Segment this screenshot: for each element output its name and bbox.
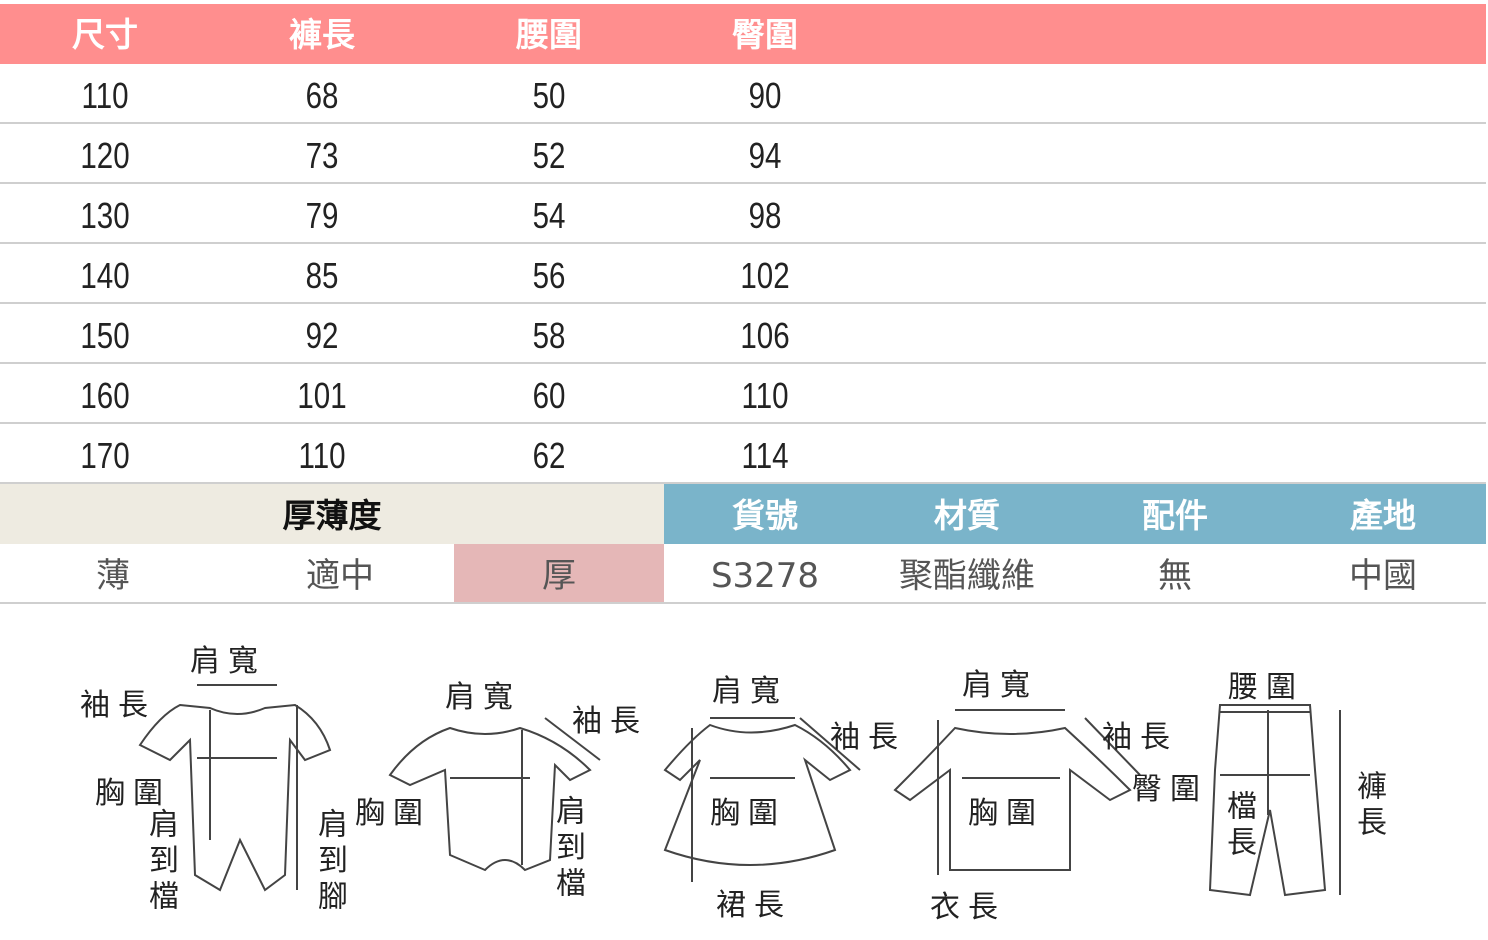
- info-row: 薄 適中 厚 S3278 聚酯纖維 無 中國: [0, 544, 1486, 604]
- size-table-cell: 90: [748, 75, 782, 116]
- header-origin: 產地: [1350, 496, 1416, 535]
- garment-diagram: [138, 684, 1341, 897]
- size-table-row: 170 110 62 114: [0, 424, 1486, 484]
- pants-hip-label: 臀圍: [1132, 772, 1208, 807]
- bodysuit-outline: [388, 717, 601, 872]
- size-table-cell: 68: [305, 75, 339, 116]
- top-sleeve-label: 袖長: [1102, 720, 1178, 755]
- accessories-value: 無: [1158, 556, 1192, 596]
- size-table-cell: 58: [532, 315, 566, 356]
- size-table-cell: 50: [532, 75, 566, 116]
- size-table-cell: 140: [80, 255, 130, 296]
- size-table-row: 140 85 56 102: [0, 244, 1486, 304]
- item-number-value: S3278: [710, 556, 820, 596]
- thickness-header: 厚薄度: [0, 484, 664, 544]
- size-table-cell: 94: [748, 135, 782, 176]
- size-table-cell: 110: [741, 375, 789, 416]
- product-info-header: 貨號 材質 配件 產地: [664, 484, 1486, 544]
- top-shoulder-label: 肩寬: [962, 668, 1038, 703]
- dress-chest-label: 胸圍: [710, 796, 786, 831]
- top-outline: [893, 709, 1141, 875]
- thickness-title: 厚薄度: [282, 496, 382, 535]
- romper-sleeve-label: 袖長: [80, 688, 156, 723]
- size-table-cell: 98: [748, 195, 782, 236]
- size-table-cell: 102: [740, 255, 790, 296]
- romper-chest-label: 胸圍: [95, 776, 171, 811]
- size-table-cell: 110: [81, 75, 129, 116]
- size-table-cell: 92: [305, 315, 339, 356]
- pants-waist-label: 腰圍: [1228, 670, 1304, 705]
- header-item-number: 貨號: [732, 496, 798, 535]
- size-table-cell: 101: [297, 375, 347, 416]
- romper-shoulder-label: 肩寬: [190, 644, 266, 679]
- origin-value: 中國: [1349, 556, 1417, 596]
- size-table-cell: 160: [80, 375, 130, 416]
- size-table-cell: 170: [80, 435, 130, 476]
- size-table-cell: 54: [532, 195, 566, 236]
- size-table-header: 尺寸 褲長 腰圍 臀圍: [0, 4, 1486, 64]
- bodysuit-chest-label: 胸圍: [355, 796, 431, 831]
- size-table-cell: 85: [305, 255, 339, 296]
- size-table-cell: 130: [80, 195, 130, 236]
- size-table-cell: 106: [740, 315, 790, 356]
- top-chest-label: 胸圍: [968, 796, 1044, 831]
- pants-length-label: 褲長: [1351, 770, 1386, 842]
- size-table-row: 150 92 58 106: [0, 304, 1486, 364]
- size-table-cell: 120: [80, 135, 130, 176]
- pants-outline: [1208, 704, 1341, 897]
- size-table-row: 130 79 54 98: [0, 184, 1486, 244]
- pants-crotch-label: 檔長: [1221, 790, 1256, 862]
- selected-thickness-highlight: [454, 544, 664, 602]
- romper-outline: [138, 684, 332, 892]
- bodysuit-sleeve-label: 袖長: [572, 704, 648, 739]
- size-table-cell: 110: [298, 435, 346, 476]
- size-table-cell: 79: [305, 195, 339, 236]
- dress-shoulder-label: 肩寬: [712, 674, 788, 709]
- bodysuit-shoulder-crotch-label: 肩到檔: [550, 795, 585, 903]
- size-table-cell: 62: [532, 435, 566, 476]
- header-accessories: 配件: [1142, 496, 1208, 535]
- size-table-cell: 56: [532, 255, 566, 296]
- size-table-cell: 114: [741, 435, 789, 476]
- size-table-row: 110 68 50 90: [0, 64, 1486, 124]
- dress-outline: [663, 717, 861, 882]
- header-pants-length: 褲長: [289, 15, 355, 54]
- top-length-label: 衣長: [930, 890, 1006, 925]
- romper-shoulder-foot-label: 肩到腳: [312, 808, 347, 916]
- size-table-cell: 150: [80, 315, 130, 356]
- size-table-cell: 52: [532, 135, 566, 176]
- size-table-row: 120 73 52 94: [0, 124, 1486, 184]
- thickness-medium: 適中: [306, 556, 374, 596]
- dress-skirt-length-label: 裙長: [716, 888, 792, 923]
- size-table-row: 160 101 60 110: [0, 364, 1486, 424]
- romper-shoulder-crotch-label: 肩到檔: [143, 808, 178, 916]
- material-value: 聚酯纖維: [899, 556, 1035, 596]
- thickness-thick: 厚: [542, 556, 576, 596]
- bodysuit-shoulder-label: 肩寬: [445, 680, 521, 715]
- dress-sleeve-label: 袖長: [830, 720, 906, 755]
- header-size: 尺寸: [72, 15, 138, 54]
- thickness-thin: 薄: [96, 556, 130, 596]
- header-material: 材質: [934, 496, 1000, 535]
- size-table-cell: 73: [305, 135, 339, 176]
- size-table-cell: 60: [532, 375, 566, 416]
- header-waist: 腰圍: [516, 15, 582, 54]
- header-hip: 臀圍: [732, 15, 798, 54]
